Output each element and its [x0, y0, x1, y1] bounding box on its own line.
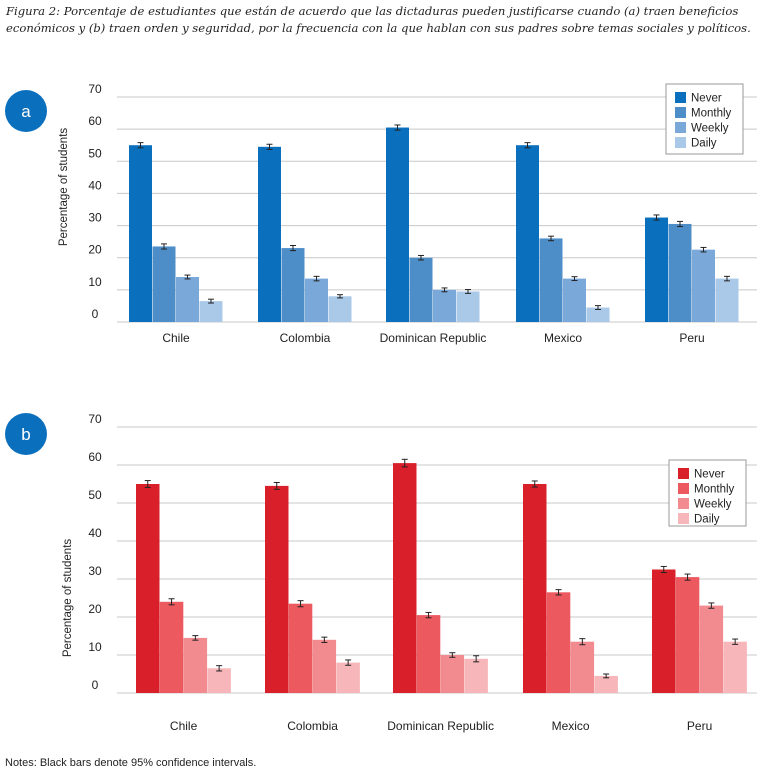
category-label: Chile	[170, 719, 198, 733]
bar	[328, 296, 352, 322]
category-label: Peru	[679, 331, 704, 345]
legend-swatch	[678, 483, 689, 494]
panel-badge	[5, 90, 47, 132]
bar	[207, 668, 231, 693]
figure-notes: Notes: Black bars denote 95% confidence …	[5, 757, 257, 769]
bar	[456, 291, 480, 322]
bar	[464, 658, 488, 693]
y-tick-label: 30	[88, 211, 102, 225]
bar	[258, 146, 281, 322]
bar	[586, 307, 610, 322]
bar	[409, 257, 433, 322]
legend-entry: Weekly	[691, 123, 729, 135]
bar	[159, 601, 184, 693]
category-label: Chile	[162, 331, 190, 345]
y-tick-label: 20	[88, 243, 102, 257]
bar	[136, 484, 160, 693]
bar	[675, 577, 700, 693]
bar	[312, 639, 337, 693]
legend-swatch	[675, 107, 686, 118]
bar	[668, 223, 692, 322]
y-tick-label: 50	[88, 488, 102, 502]
category-label: Dominican Republic	[380, 331, 487, 345]
bar	[546, 592, 571, 693]
legend-swatch	[675, 122, 686, 133]
panel-label: a	[21, 102, 31, 121]
y-axis-label: Percentage of students	[62, 539, 74, 658]
bar	[129, 145, 152, 322]
y-tick-label: 10	[88, 275, 102, 289]
bar	[305, 278, 328, 322]
bar	[265, 485, 289, 693]
y-tick-label: 10	[88, 640, 102, 654]
y-tick-label: 0	[92, 307, 99, 321]
y-axis-label: Percentage of students	[58, 128, 70, 247]
legend-swatch	[678, 498, 689, 509]
y-tick-label: 20	[88, 602, 102, 616]
legend-entry: Never	[694, 469, 725, 481]
bar	[539, 238, 563, 322]
bar	[645, 217, 668, 322]
legend-entry: Weekly	[694, 499, 732, 511]
y-tick-label: 50	[88, 146, 102, 160]
y-tick-label: 40	[88, 178, 102, 192]
bar	[288, 603, 313, 693]
legend-entry: Daily	[694, 514, 720, 526]
y-tick-label: 0	[92, 678, 99, 692]
panel-label: b	[21, 425, 30, 444]
bar	[433, 289, 456, 322]
bar	[523, 484, 547, 693]
bar	[199, 301, 223, 322]
bar	[183, 637, 208, 693]
legend-swatch	[678, 513, 689, 524]
bar	[416, 615, 441, 693]
legend-entry: Monthly	[691, 108, 732, 120]
bar	[516, 145, 539, 322]
category-label: Dominican Republic	[387, 719, 494, 733]
bar	[723, 641, 747, 693]
category-label: Peru	[687, 719, 712, 733]
category-label: Mexico	[544, 331, 582, 345]
legend-entry: Daily	[691, 138, 717, 150]
bar	[440, 655, 465, 693]
y-tick-label: 70	[88, 412, 102, 426]
bar	[281, 248, 305, 322]
bar	[386, 127, 409, 323]
category-label: Colombia	[280, 331, 331, 345]
legend-swatch	[675, 92, 686, 103]
y-tick-label: 60	[88, 114, 102, 128]
legend-entry: Monthly	[694, 484, 735, 496]
category-label: Colombia	[287, 719, 338, 733]
y-tick-label: 40	[88, 526, 102, 540]
bar	[393, 463, 417, 693]
y-tick-label: 70	[88, 82, 102, 96]
legend-swatch	[675, 137, 686, 148]
bar	[570, 641, 595, 693]
bar	[336, 662, 360, 693]
figure-caption: Figura 2: Porcentaje de estudiantes que …	[6, 4, 751, 35]
panel-badge	[5, 413, 47, 455]
y-tick-label: 60	[88, 450, 102, 464]
legend-swatch	[678, 468, 689, 479]
bar	[176, 277, 199, 322]
y-tick-label: 30	[88, 564, 102, 578]
bar	[594, 675, 618, 693]
bar	[699, 605, 724, 693]
bar	[715, 278, 739, 322]
bar	[152, 246, 176, 322]
bar	[652, 569, 676, 693]
bar	[692, 249, 715, 322]
legend-entry: Never	[691, 93, 722, 105]
bar	[563, 278, 586, 322]
category-label: Mexico	[552, 719, 590, 733]
